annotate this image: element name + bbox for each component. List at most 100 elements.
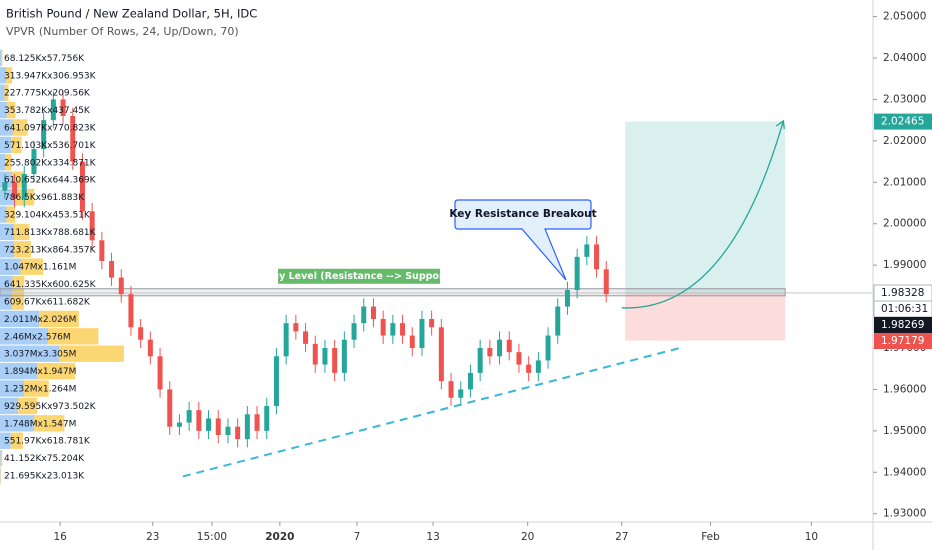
top-layer: 68.125Kx57.756K 313.947Kx306.953K 227.775K…	[4, 54, 597, 482]
vpvr-up-bar	[0, 188, 16, 206]
x-tick-label: 20	[521, 531, 534, 543]
vpvr-up-bar	[0, 171, 12, 188]
candle-body	[70, 116, 76, 162]
candle-body	[351, 323, 357, 340]
y-tick-label: 2.02000	[883, 135, 926, 147]
candle-body	[79, 161, 85, 212]
candle-body	[303, 331, 309, 344]
candle-body	[526, 364, 532, 373]
candle-body	[235, 426, 241, 440]
vpvr-up-bar	[0, 49, 2, 67]
y-tick-label: 2.04000	[883, 52, 926, 64]
price-label-bg	[874, 316, 932, 333]
y-tick-label: 1.96000	[883, 383, 926, 395]
position-loss	[625, 292, 786, 341]
vpvr-down-bar	[11, 293, 24, 310]
vpvr-up-bar	[0, 362, 38, 380]
vpvr-up-bar	[0, 119, 13, 136]
vpvr-down-bar	[12, 119, 28, 136]
vpvr-label: 571.103Kx536.701K	[4, 141, 97, 151]
price-label-bg	[874, 332, 932, 349]
y-tick-label: 1.93000	[883, 508, 926, 520]
price-label-bg	[874, 113, 932, 130]
vpvr-label: 2.011Mx2.026M	[4, 315, 76, 325]
candle-body	[147, 339, 153, 357]
candle-body	[555, 306, 561, 336]
vpvr-up-bar	[0, 84, 5, 101]
candle-body	[109, 261, 115, 278]
vpvr-label: 1.047Mx1.161M	[4, 263, 76, 273]
vpvr-up-bar	[0, 310, 40, 328]
vpvr-up-bar	[0, 328, 49, 345]
vpvr-up-bar	[0, 345, 60, 362]
position-profit	[625, 121, 786, 293]
vpvr-down-bar	[12, 275, 25, 293]
vpvr-up-bar	[0, 293, 12, 310]
x-tick-label: 2020	[265, 531, 294, 543]
vpvr-down-bar	[20, 258, 44, 275]
candle-body	[167, 389, 173, 427]
candle-body	[264, 406, 270, 431]
vpvr-up-bar	[0, 380, 25, 397]
candle-body	[322, 348, 328, 365]
chart-title: British Pound / New Zealand Dollar, 5H, …	[6, 7, 257, 21]
main-layer	[2, 91, 785, 478]
vpvr-up-bar	[0, 432, 11, 449]
callout-box	[454, 199, 592, 281]
vpvr-up-bar	[0, 241, 15, 258]
vpvr-down-bar	[10, 432, 23, 449]
vpvr-up-bar	[0, 154, 5, 171]
candle-body	[409, 335, 415, 348]
vpvr-up-bar	[0, 449, 1, 467]
vpvr-down-bar	[0, 449, 3, 467]
candle-body	[273, 356, 279, 406]
vpvr-label: 610.652Kx644.369K	[4, 176, 97, 186]
candle-body	[487, 348, 493, 357]
candle-body	[400, 323, 406, 336]
vpvr-up-bar	[0, 101, 7, 119]
candle-body	[584, 244, 590, 257]
vpvr-label: 723.213Kx864.357K	[4, 245, 97, 255]
candle-body	[594, 244, 600, 270]
vpvr-label: 3.037Mx3.305M	[4, 350, 76, 360]
vpvr-label: 41.152Kx75.204K	[4, 454, 85, 464]
vpvr-down-bar	[59, 345, 124, 362]
vpvr-up-bar	[0, 136, 12, 154]
vpvr-label: 1.232Mx1.264M	[4, 385, 76, 395]
vpvr-label: 329.104Kx453.51K	[4, 211, 91, 221]
candle-body	[497, 339, 503, 357]
candle-body	[603, 269, 609, 295]
price-label: 1.98328	[881, 287, 924, 299]
vpvr-down-bar	[11, 136, 22, 154]
x-tick-label: 15:00	[197, 531, 227, 543]
candle-body	[157, 356, 163, 390]
candle-body	[361, 306, 367, 324]
vpvr-down-bar	[4, 154, 12, 171]
vpvr-label: 2.46Mx2.576M	[4, 332, 71, 342]
candle-body	[390, 323, 396, 336]
candle-body	[176, 422, 182, 427]
x-tick-label: 10	[805, 531, 818, 543]
candle-body	[138, 327, 144, 340]
candle-body	[99, 240, 105, 261]
x-tick-label: 13	[426, 531, 439, 543]
x-tick-label: 16	[53, 531, 67, 543]
projection-curve	[621, 120, 784, 309]
candle-body	[564, 290, 570, 307]
y-tick-label: 1.95000	[883, 425, 926, 437]
vpvr-label: 68.125Kx57.756K	[4, 54, 85, 64]
projection-arrow	[775, 119, 785, 130]
candle-body	[41, 120, 47, 150]
candle-body	[332, 348, 338, 373]
candle-body	[89, 211, 95, 241]
candle-body	[254, 414, 260, 431]
vpvr-down-bar	[13, 223, 30, 241]
candle-body	[429, 319, 435, 328]
vpvr-down-bar	[6, 67, 13, 84]
vpvr-down-bar	[34, 415, 65, 432]
vpvr-up-bar	[0, 397, 19, 415]
price-label: 1.97179	[881, 335, 924, 347]
y-tick-label: 2.00000	[883, 218, 926, 230]
vpvr-label: 1.748Mx1.547M	[4, 419, 76, 429]
vpvr-label: 641.335Kx600.625K	[4, 280, 97, 290]
